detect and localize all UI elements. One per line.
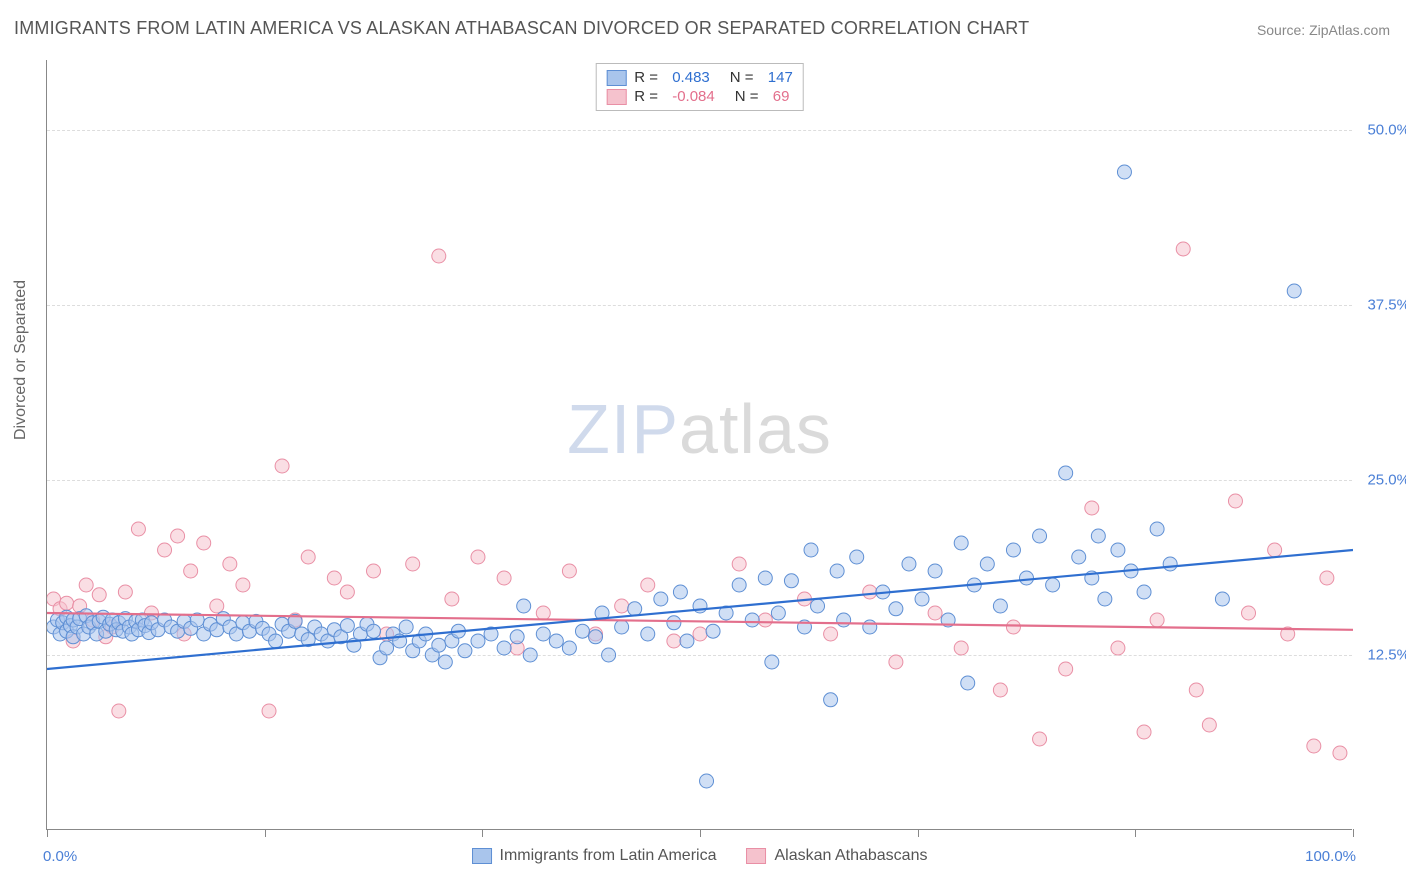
chart-title: IMMIGRANTS FROM LATIN AMERICA VS ALASKAN… [14,18,1029,39]
swatch-series-1 [472,848,492,864]
source-link[interactable]: ZipAtlas.com [1309,22,1390,38]
legend-label-series-1: Immigrants from Latin America [500,847,717,865]
legend-item-series-2: Alaskan Athabascans [746,847,927,865]
n-label: N = [730,69,760,86]
correlation-legend: R = 0.483 N = 147 R = -0.084 N = 69 [595,63,804,111]
r-value-series-1: 0.483 [672,69,710,86]
r-value-series-2: -0.084 [672,88,715,105]
scatter-svg [47,60,1353,830]
r-label: R = [634,69,664,86]
r-label: R = [634,88,664,105]
chart-container: IMMIGRANTS FROM LATIN AMERICA VS ALASKAN… [0,0,1406,892]
x-tick-label-max: 100.0% [1305,848,1356,865]
y-tick-label: 50.0% [1367,122,1406,139]
y-axis-label: Divorced or Separated [12,280,30,440]
source-attribution: Source: ZipAtlas.com [1257,22,1390,38]
n-value-series-2: 69 [773,88,790,105]
swatch-series-2 [746,848,766,864]
legend-item-series-1: Immigrants from Latin America [472,847,717,865]
swatch-series-2 [606,89,626,105]
source-label: Source: [1257,22,1309,38]
y-tick-label: 25.0% [1367,472,1406,489]
legend-label-series-2: Alaskan Athabascans [774,847,927,865]
n-value-series-1: 147 [768,69,793,86]
swatch-series-1 [606,70,626,86]
y-tick-label: 37.5% [1367,297,1406,314]
plot-area: ZIPatlas 12.5%25.0%37.5%50.0% R = 0.483 … [46,60,1352,830]
y-tick-label: 12.5% [1367,647,1406,664]
n-label: N = [735,88,765,105]
series-legend: Immigrants from Latin America Alaskan At… [472,847,928,865]
legend-row-series-1: R = 0.483 N = 147 [606,68,793,87]
x-tick-label-min: 0.0% [43,848,77,865]
legend-row-series-2: R = -0.084 N = 69 [606,87,793,106]
